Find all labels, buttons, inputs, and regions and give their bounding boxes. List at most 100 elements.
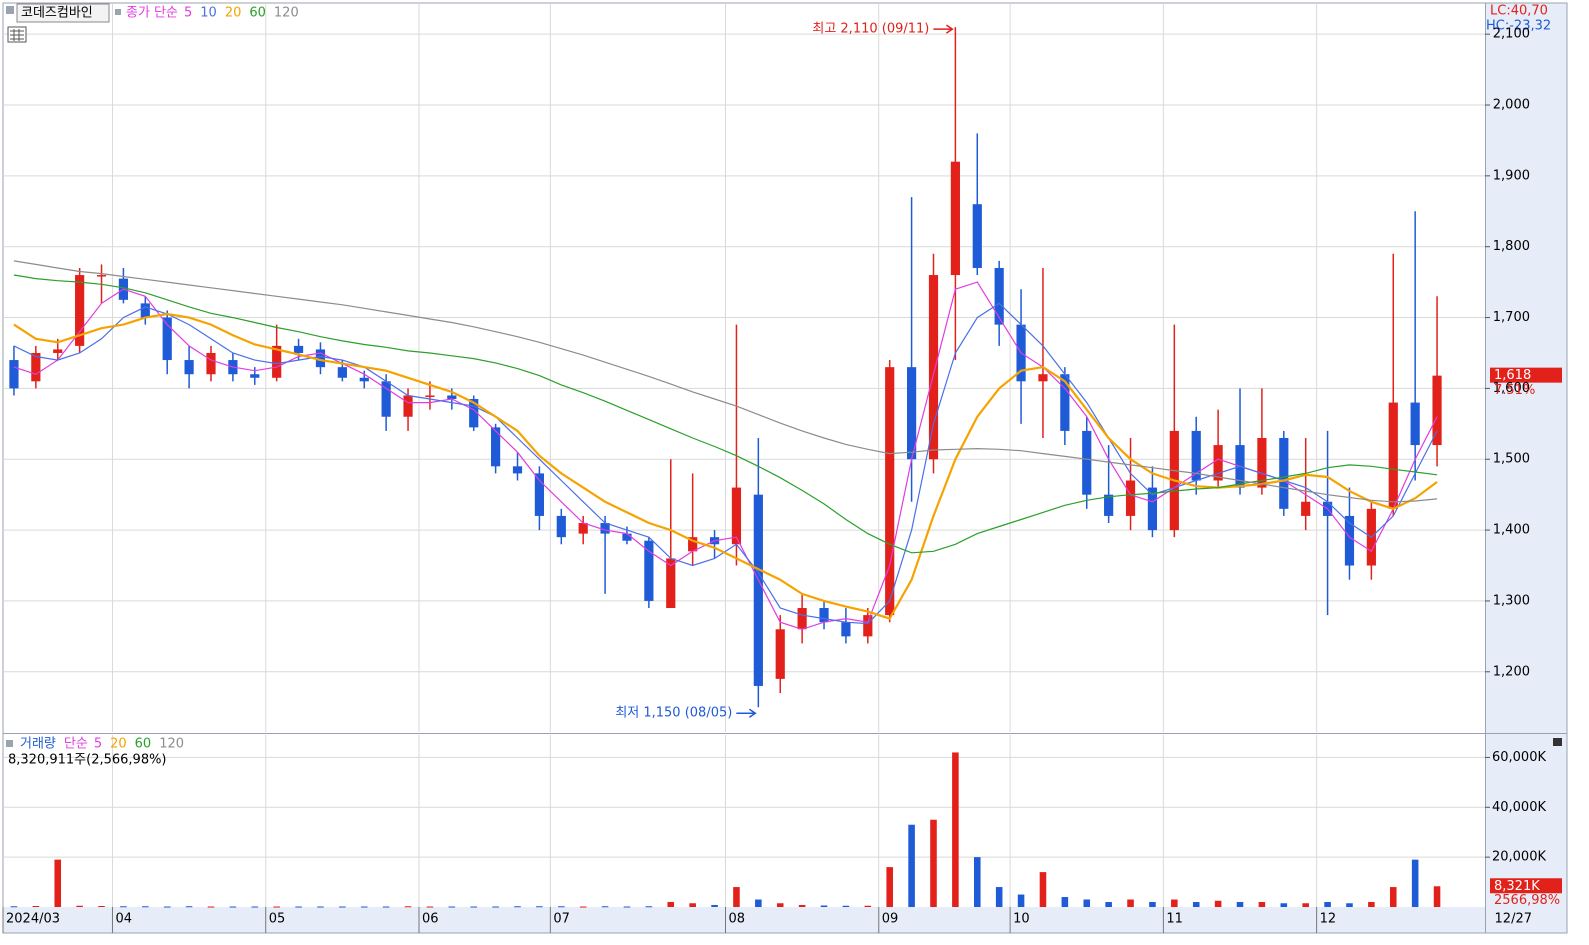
candle-body: [469, 399, 479, 428]
volume-bar: [886, 867, 893, 907]
volume-bar: [1258, 902, 1266, 907]
candle-body: [272, 345, 282, 378]
volume-bar: [1236, 902, 1244, 907]
candle-body: [512, 466, 523, 474]
labels: 코데즈컴바인 LC:40,70 HC:-23,32 거래량 8,320,911주…: [6, 3, 1562, 927]
legend-label: 종가 단순: [126, 6, 178, 21]
candle-body: [972, 204, 982, 268]
candle-body: [797, 608, 807, 630]
candle-body: [753, 494, 763, 686]
last-change-label: 7.51%: [1494, 383, 1535, 398]
candle-body: [1082, 430, 1092, 495]
volume-bar: [558, 906, 565, 908]
last-price-label: 1,618: [1494, 368, 1531, 383]
volume-bar: [251, 906, 259, 908]
volume-bar: [229, 906, 237, 908]
y-tick-label: 1,500: [1493, 452, 1530, 467]
candle-body: [337, 367, 347, 378]
volume-bar: [842, 905, 850, 907]
volume-bar: [930, 819, 937, 907]
volume-bar: [10, 906, 18, 908]
volume-bar: [382, 906, 390, 908]
volume-bar: [536, 906, 543, 908]
volume-bar: [908, 824, 915, 907]
close-icon: [1553, 738, 1562, 746]
frame: [2, 2, 1568, 934]
candle-body: [491, 427, 501, 467]
axis-area: [1485, 3, 1567, 907]
legend-item: 60: [135, 737, 152, 752]
candle-body: [162, 317, 172, 361]
lc-label: LC:40,70: [1490, 4, 1548, 19]
legend-item: 20: [110, 737, 127, 752]
x-tick-label: 05: [269, 912, 286, 927]
candle-body: [534, 473, 544, 516]
volume-title: 거래량: [20, 737, 56, 752]
grid: [2, 3, 1490, 933]
volume-bar: [1389, 887, 1397, 907]
candle-body: [556, 515, 566, 538]
volume-bar: [1171, 899, 1178, 907]
volume-bar: [1411, 859, 1419, 907]
candle-body: [841, 622, 851, 637]
candle-body: [1344, 515, 1355, 566]
volume-bar: [1105, 902, 1112, 907]
y-tick-label: 20,000K: [1492, 850, 1546, 865]
x-tick-label: 09: [882, 912, 899, 927]
volume-bar: [1017, 894, 1025, 907]
volume-bar: [601, 906, 609, 908]
candle-body: [96, 275, 107, 277]
y-tick-label: 1,800: [1493, 239, 1530, 254]
candle-body: [293, 345, 304, 353]
chart-title: 코데즈컴바인: [21, 6, 93, 21]
candle-body: [31, 352, 41, 382]
candle-body: [666, 558, 676, 609]
volume-bar: [1192, 902, 1200, 907]
ma-line: [13, 312, 1438, 620]
candle-body: [1191, 430, 1201, 481]
title-box: [16, 3, 110, 23]
candle-body: [447, 395, 457, 400]
volume-bar: [404, 906, 412, 908]
volume-bar: [120, 906, 127, 908]
x-tick-label: 06: [422, 912, 439, 927]
candle-body: [250, 374, 260, 378]
volume-bar: [1127, 899, 1134, 907]
candle-body: [1213, 445, 1223, 481]
legend-item: 10: [200, 6, 217, 21]
legend-item: 120: [159, 737, 184, 752]
volume-bar: [973, 857, 981, 907]
volume-bar: [1280, 903, 1288, 907]
volume-bar: [185, 906, 193, 908]
volume-bar: [470, 906, 478, 908]
x-end-label: 12/27: [1495, 912, 1532, 927]
table-icon-lines: [10, 29, 24, 41]
volume-bar: [733, 887, 740, 907]
candle-body: [1257, 437, 1267, 488]
y-tick-label: 60,000K: [1492, 750, 1546, 765]
candle-body: [1301, 501, 1311, 516]
candle-body: [928, 275, 939, 460]
last-volume-label: 8,321K: [1494, 879, 1540, 894]
volume-bar: [426, 906, 434, 908]
volume-bar: [273, 906, 280, 908]
volume-summary: 8,320,911주(2,566,98%): [8, 753, 167, 768]
volume-bar: [163, 906, 171, 908]
volume-bar: [339, 906, 346, 908]
legend-item: 20: [225, 6, 242, 21]
legend-item: 5: [184, 6, 192, 21]
volume-bar: [579, 906, 587, 908]
volume-bar: [142, 906, 149, 908]
candle-body: [863, 615, 873, 637]
volume-bar: [1061, 897, 1069, 907]
volume-bar: [1214, 900, 1222, 907]
x-tick-label: 07: [553, 912, 570, 927]
candle-body: [381, 381, 391, 417]
last-volume-pct: 2566,98%: [1494, 893, 1560, 908]
candle-body: [403, 395, 413, 417]
candle-body: [315, 349, 326, 368]
volume-bar: [317, 906, 324, 908]
legend-label: 단순: [64, 737, 88, 752]
x-tick-label: 2024/03: [6, 912, 60, 927]
annotation-arrow: [933, 24, 954, 34]
